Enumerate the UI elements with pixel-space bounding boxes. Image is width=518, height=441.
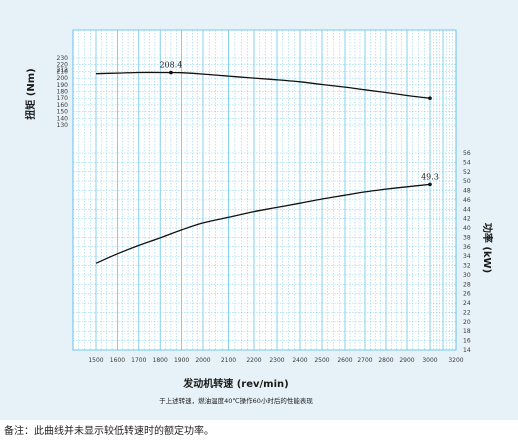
power-tick-label: 36 bbox=[463, 244, 471, 251]
torque-tick-label: 220 bbox=[57, 62, 69, 69]
torque-tick-label: 170 bbox=[57, 95, 69, 102]
x-tick-label: 1600 bbox=[110, 357, 125, 364]
x-tick-label: 2800 bbox=[378, 357, 393, 364]
power-tick-label: 34 bbox=[463, 253, 471, 260]
power-tick-label: 20 bbox=[463, 319, 471, 326]
x-tick-label: 3000 bbox=[422, 357, 437, 364]
torque-marker bbox=[428, 96, 432, 100]
x-tick-label: 2200 bbox=[246, 357, 261, 364]
torque-tick-label: 160 bbox=[57, 102, 69, 109]
power-curve bbox=[95, 183, 431, 264]
torque-tick-label: 130 bbox=[57, 122, 69, 129]
power-tick-label: 48 bbox=[463, 188, 471, 195]
x-tick-label: 1500 bbox=[88, 357, 103, 364]
power-axis-title: 功率 (kW) bbox=[481, 223, 494, 273]
x-tick-label: 2700 bbox=[357, 357, 372, 364]
torque-tick-label: 210 bbox=[57, 68, 69, 75]
power-tick-label: 56 bbox=[463, 150, 471, 157]
x-tick-label: 2500 bbox=[314, 357, 329, 364]
torque-axis-title: 扭矩 (Nm) bbox=[24, 68, 37, 119]
performance-chart: 1500 1600 1700 1800 1900 2000 2100 2200 2300 2400… bbox=[24, 29, 494, 405]
power-tick-label: 30 bbox=[463, 272, 471, 279]
x-axis-title: 发动机转速 (rev/min) bbox=[182, 377, 288, 390]
chart-panel: 1500 1600 1700 1800 1900 2000 2100 2200 2300 2400… bbox=[0, 0, 518, 420]
torque-tick-label: 150 bbox=[57, 109, 69, 116]
power-tick-label: 26 bbox=[463, 291, 471, 298]
x-tick-label: 2000 bbox=[195, 357, 210, 364]
torque-tick-label: 200 bbox=[57, 75, 69, 82]
torque-tick-label: 190 bbox=[57, 82, 69, 89]
footnote: 备注：此曲线并未显示较低转速时的额定功率。 bbox=[4, 426, 214, 437]
power-tick-label: 44 bbox=[463, 206, 471, 213]
power-marker bbox=[428, 182, 432, 187]
x-tick-label: 1700 bbox=[131, 357, 146, 364]
x-tick-label: 2300 bbox=[269, 357, 284, 364]
torque-tick-label: 230 bbox=[57, 55, 69, 62]
power-tick-label: 40 bbox=[463, 225, 471, 232]
chart-caption: 于上述转速，燃油温度40℃操作60小时后的性能表现 bbox=[159, 396, 313, 405]
power-tick-label: 14 bbox=[463, 347, 471, 354]
power-tick-label: 50 bbox=[463, 178, 471, 185]
power-tick-label: 52 bbox=[463, 169, 471, 176]
torque-data-label: 208.4 bbox=[159, 60, 182, 69]
x-tick-label: 1900 bbox=[174, 357, 189, 364]
power-tick-label: 16 bbox=[463, 338, 471, 345]
power-tick-label: 24 bbox=[463, 300, 471, 307]
x-tick-label: 2900 bbox=[399, 357, 414, 364]
x-tick-label: 2400 bbox=[292, 357, 307, 364]
power-tick-label: 46 bbox=[463, 197, 471, 204]
x-tick-label: 1800 bbox=[153, 357, 168, 364]
power-tick-label: 22 bbox=[463, 309, 471, 316]
torque-tick-label: 140 bbox=[57, 115, 69, 122]
power-tick-label: 42 bbox=[463, 216, 471, 223]
x-tick-label: 3200 bbox=[448, 357, 463, 364]
torque-curve bbox=[95, 71, 431, 99]
power-data-label: 49.3 bbox=[421, 172, 439, 181]
power-tick-label: 18 bbox=[463, 328, 471, 335]
power-tick-label: 32 bbox=[463, 263, 471, 270]
power-tick-label: 28 bbox=[463, 281, 471, 288]
power-tick-label: 38 bbox=[463, 234, 471, 241]
torque-tick-label: 212 bbox=[57, 67, 69, 74]
plot-area bbox=[72, 29, 457, 351]
torque-tick-label: 180 bbox=[57, 89, 69, 96]
power-tick-label: 54 bbox=[463, 159, 471, 166]
x-tick-label: 2600 bbox=[337, 357, 352, 364]
x-tick-label: 2100 bbox=[221, 357, 236, 364]
torque-marker bbox=[169, 70, 173, 75]
